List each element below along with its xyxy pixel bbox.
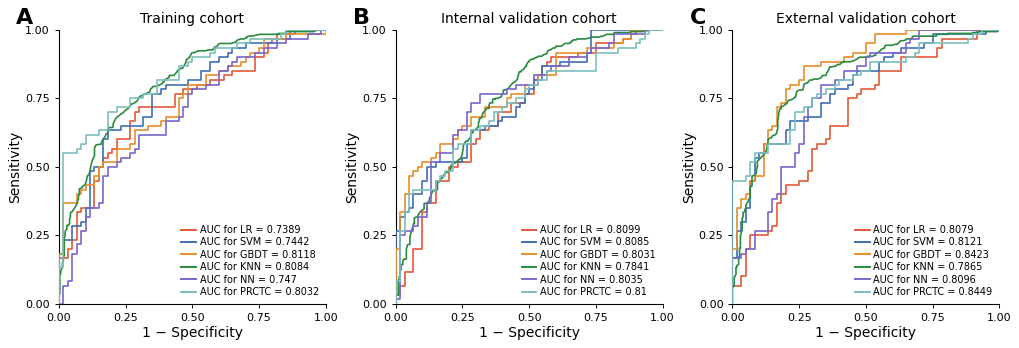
Legend: AUC for LR = 0.8079, AUC for SVM = 0.8121, AUC for GBDT = 0.8423, AUC for KNN = : AUC for LR = 0.8079, AUC for SVM = 0.812… [852, 223, 994, 299]
X-axis label: 1 − Specificity: 1 − Specificity [814, 326, 915, 340]
Text: C: C [689, 8, 705, 28]
Y-axis label: Sensitivity: Sensitivity [344, 131, 359, 203]
Title: Internal validation cohort: Internal validation cohort [441, 12, 616, 26]
Title: External validation cohort: External validation cohort [775, 12, 955, 26]
Y-axis label: Sensitivity: Sensitivity [681, 131, 695, 203]
Text: A: A [16, 8, 34, 28]
Title: Training cohort: Training cohort [141, 12, 245, 26]
X-axis label: 1 − Specificity: 1 − Specificity [142, 326, 243, 340]
Legend: AUC for LR = 0.8099, AUC for SVM = 0.8085, AUC for GBDT = 0.8031, AUC for KNN = : AUC for LR = 0.8099, AUC for SVM = 0.808… [519, 223, 657, 299]
X-axis label: 1 − Specificity: 1 − Specificity [478, 326, 579, 340]
Legend: AUC for LR = 0.7389, AUC for SVM = 0.7442, AUC for GBDT = 0.8118, AUC for KNN = : AUC for LR = 0.7389, AUC for SVM = 0.744… [179, 223, 321, 299]
Y-axis label: Sensitivity: Sensitivity [8, 131, 22, 203]
Text: B: B [353, 8, 370, 28]
